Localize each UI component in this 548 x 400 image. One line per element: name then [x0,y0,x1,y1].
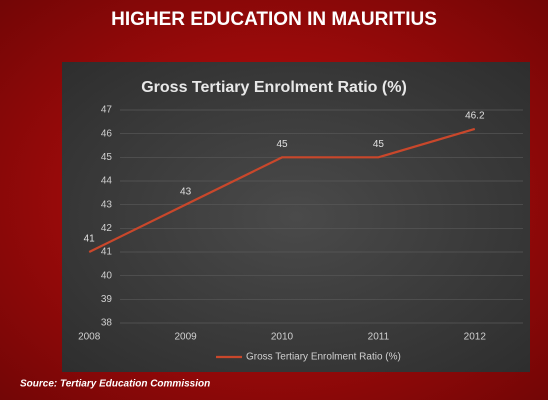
x-tick-label: 2009 [174,332,197,343]
y-tick-label: 40 [101,270,113,281]
y-tick-label: 42 [101,223,113,234]
source: Source: Tertiary Education Commission [20,379,210,390]
x-tick-label: 2008 [78,332,101,343]
data-label: 41 [84,234,96,245]
page-title: HIGHER EDUCATION IN MAURITIUS [111,9,437,30]
chart-title: Gross Tertiary Enrolment Ratio (%) [141,79,407,96]
y-tick-label: 39 [101,294,113,305]
line [88,127,476,253]
y-tick-label: 38 [101,318,113,329]
y-tick-label: 43 [101,199,113,210]
x-tick-label: 2011 [368,332,390,343]
y-tick-label: 41 [101,247,113,258]
y-tick-label: 47 [101,105,113,116]
x-tick-label: 2010 [271,332,294,343]
data-label: 45 [373,139,385,150]
y-tick-label: 46 [101,128,113,139]
y-tick-label: 44 [101,176,113,187]
chart-panel [62,62,530,372]
data-label: 46.2 [465,111,485,122]
y-tick-label: 45 [101,152,113,163]
data-label: 43 [180,186,192,197]
data-label: 45 [276,139,288,150]
x-tick-label: 2012 [464,332,487,343]
legend-label: Gross Tertiary Enrolment Ratio (%) [246,352,401,363]
